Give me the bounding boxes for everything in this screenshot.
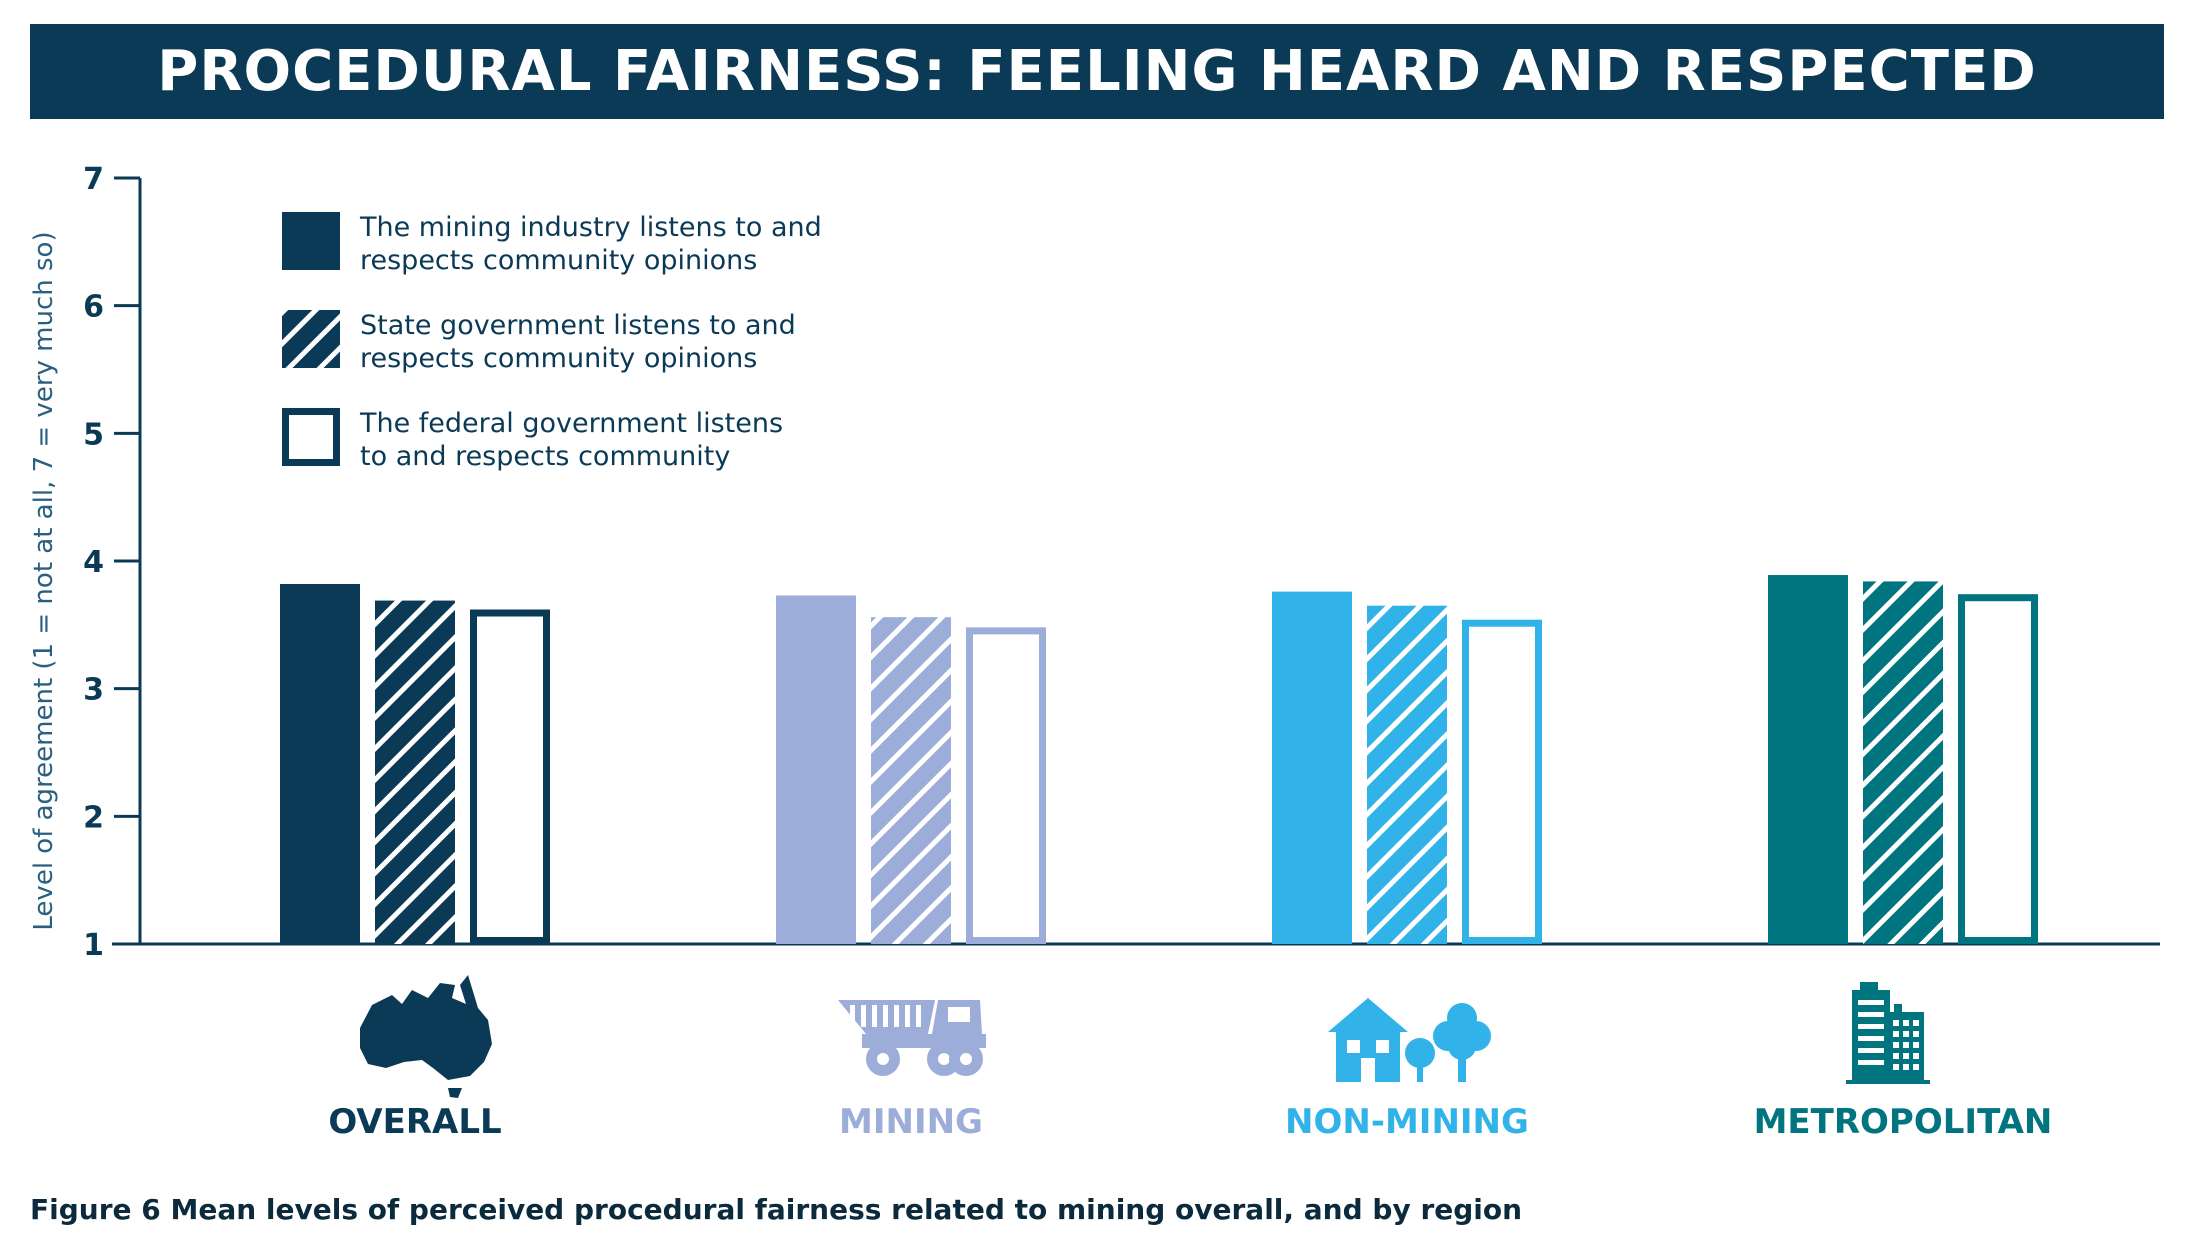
legend-label-2: State government listens to and xyxy=(360,310,796,341)
legend-label-1: The mining industry listens to and xyxy=(359,212,822,243)
legend-swatch-3 xyxy=(282,408,340,466)
mining-truck-icon xyxy=(838,1000,986,1076)
y-tick-label: 5 xyxy=(83,417,104,452)
category-labels: OVERALL MINING NON-MINING METROPOLITAN xyxy=(328,1102,2052,1142)
bar-mining-series-1 xyxy=(776,595,856,944)
y-tick-label: 4 xyxy=(83,545,104,580)
y-tick-label: 1 xyxy=(83,928,104,963)
legend: The mining industry listens to andrespec… xyxy=(282,212,822,472)
house-and-trees-icon xyxy=(1328,998,1491,1082)
y-axis-label: Level of agreement (1 = not at all, 7 = … xyxy=(29,231,59,930)
y-tick-label: 3 xyxy=(83,673,104,708)
axis-layer: 1 2 3 4 5 6 7 Level of agreement (1 = not at al… xyxy=(29,162,2160,963)
y-tick-label: 6 xyxy=(83,290,104,325)
city-buildings-icon xyxy=(1846,982,1930,1084)
y-tick-label: 7 xyxy=(83,162,104,197)
category-label-mining: MINING xyxy=(839,1102,983,1142)
legend-label-3: to and respects community xyxy=(360,441,730,472)
bar-metropolitan-series-1 xyxy=(1768,575,1848,944)
bar-overall-series-3 xyxy=(470,609,550,944)
bar-overall-series-1 xyxy=(280,583,360,944)
category-label-metropolitan: METROPOLITAN xyxy=(1754,1102,2053,1142)
bar-non-mining-series-1 xyxy=(1272,591,1352,944)
bar-overall-series-2 xyxy=(375,600,455,944)
legend-label-1: respects community opinions xyxy=(360,245,757,276)
bar-non-mining-series-2 xyxy=(1367,605,1447,944)
figure-caption: Figure 6 Mean levels of perceived proced… xyxy=(30,1193,1523,1226)
legend-label-2: respects community opinions xyxy=(360,343,757,374)
bar-mining-series-3 xyxy=(966,627,1046,944)
legend-label-3: The federal government listens xyxy=(359,408,783,439)
bar-metropolitan-series-2 xyxy=(1863,581,1943,944)
title-bar: PROCEDURAL FAIRNESS: FEELING HEARD AND R… xyxy=(30,24,2164,119)
legend-swatch-1 xyxy=(282,212,340,270)
category-icons xyxy=(360,975,1930,1098)
chart-title: PROCEDURAL FAIRNESS: FEELING HEARD AND R… xyxy=(157,39,2037,104)
bars-layer xyxy=(280,575,2038,945)
y-tick-label: 2 xyxy=(83,800,104,835)
legend-swatch-2 xyxy=(282,310,340,368)
bar-non-mining-series-3 xyxy=(1462,619,1542,945)
australia-map-icon xyxy=(360,975,492,1098)
category-label-overall: OVERALL xyxy=(328,1102,501,1142)
category-label-non-mining: NON-MINING xyxy=(1285,1102,1529,1142)
bar-metropolitan-series-3 xyxy=(1958,594,2038,945)
bar-mining-series-2 xyxy=(871,617,951,944)
